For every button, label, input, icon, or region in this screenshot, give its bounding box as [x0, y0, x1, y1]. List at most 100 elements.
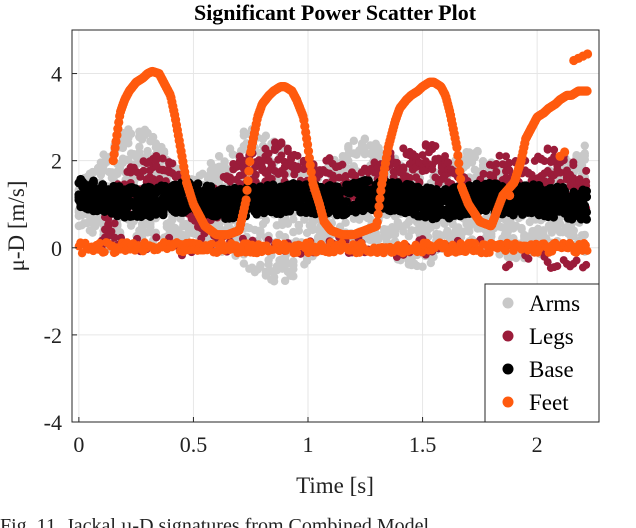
arms-point	[580, 151, 589, 161]
feet-point	[455, 166, 465, 176]
feet-point	[374, 201, 384, 211]
legs-point	[293, 165, 302, 174]
arms-point	[569, 231, 578, 241]
arms-point	[289, 215, 298, 224]
arms-point	[580, 141, 589, 150]
arms-point	[135, 142, 144, 152]
legs-point	[479, 169, 488, 178]
y-axis-label: μ-D [m/s]	[4, 181, 29, 272]
feet-point	[453, 150, 463, 161]
arms-point	[399, 227, 408, 236]
legs-point	[505, 158, 514, 167]
arms-point	[124, 155, 133, 165]
legs-point	[238, 156, 247, 165]
arms-point	[341, 218, 350, 227]
legs-point	[399, 144, 408, 153]
base-point	[582, 214, 592, 224]
legs-point	[152, 233, 161, 242]
feet-point	[372, 217, 382, 227]
legs-point	[495, 151, 504, 160]
feet-point	[454, 158, 464, 168]
legs-point	[524, 254, 533, 263]
arms-point	[88, 228, 97, 237]
legs-point	[226, 173, 235, 182]
legend-label-arms: Arms	[529, 291, 580, 316]
feet-point	[571, 248, 581, 257]
arms-point	[366, 215, 375, 224]
feet-point	[100, 247, 109, 257]
y-tick-label-4: 4	[51, 62, 62, 87]
arms-point	[256, 262, 265, 271]
legs-point	[168, 159, 177, 168]
feet-point	[582, 86, 592, 96]
legs-point	[505, 260, 514, 269]
x-tick-label-3: 1.5	[409, 432, 437, 457]
legend-label-legs: Legs	[529, 324, 574, 349]
arms-point	[148, 132, 158, 142]
feet-point	[452, 143, 462, 153]
feet-point	[292, 248, 302, 257]
legs-point	[418, 151, 427, 160]
arms-point	[360, 135, 370, 144]
legs-point	[582, 166, 591, 175]
arms-point	[473, 147, 482, 156]
base-point	[364, 176, 373, 186]
arms-point	[404, 217, 414, 227]
legs-point	[569, 174, 578, 183]
legs-point	[405, 173, 414, 182]
series-feet	[74, 49, 593, 258]
legend-marker-legs	[502, 330, 514, 342]
base-point	[582, 192, 592, 202]
legs-point	[107, 227, 116, 236]
chart-svg: Significant Power Scatter Plot 0 0.5 1 1.5 2…	[4, 0, 600, 498]
feet-point	[505, 190, 515, 201]
arms-point	[289, 257, 298, 266]
legs-point	[492, 167, 501, 176]
chart-title: Significant Power Scatter Plot	[194, 0, 477, 25]
arms-point	[168, 215, 177, 224]
legend-marker-feet	[502, 396, 514, 408]
arms-point	[289, 264, 298, 274]
feet-point	[242, 185, 252, 195]
legs-point	[251, 170, 260, 179]
feet-point	[306, 167, 316, 177]
series-base	[74, 174, 592, 224]
arms-point	[143, 146, 152, 156]
arms-point	[418, 262, 427, 271]
base-point	[582, 207, 592, 217]
legs-point	[543, 258, 552, 267]
legs-point	[338, 160, 347, 169]
y-tick-label-2: 0	[51, 236, 62, 261]
legs-point	[543, 145, 552, 154]
legs-point	[553, 262, 562, 271]
legs-point	[267, 160, 276, 169]
y-tick-label-3: 2	[51, 149, 62, 174]
arms-point	[261, 131, 271, 140]
arms-point	[223, 165, 232, 174]
base-point	[193, 179, 203, 189]
feet-point	[373, 209, 383, 219]
arms-point	[349, 136, 359, 146]
legs-point	[550, 145, 559, 154]
arms-point	[294, 226, 304, 235]
legs-point	[492, 160, 501, 169]
legs-point	[572, 256, 581, 265]
legs-point	[158, 154, 167, 163]
legs-point	[283, 147, 292, 156]
feet-point	[375, 193, 385, 204]
legs-point	[277, 138, 286, 147]
legs-point	[569, 158, 578, 167]
arms-point	[289, 272, 298, 281]
legs-point	[335, 173, 344, 182]
arms-point	[300, 215, 309, 224]
legs-point	[139, 166, 148, 175]
feet-point	[95, 238, 104, 248]
legs-point	[110, 233, 119, 242]
legend-label-feet: Feet	[529, 390, 569, 415]
feet-point	[245, 156, 255, 167]
feet-point	[241, 195, 251, 205]
legs-point	[152, 155, 161, 164]
legs-point	[351, 171, 360, 180]
